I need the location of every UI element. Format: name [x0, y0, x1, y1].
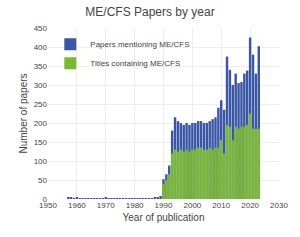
svg-text:1990: 1990 — [155, 201, 173, 210]
svg-text:2000: 2000 — [183, 201, 201, 210]
svg-text:1960: 1960 — [68, 201, 86, 210]
svg-text:2030: 2030 — [270, 201, 288, 210]
svg-text:2020: 2020 — [241, 201, 259, 210]
svg-text:1970: 1970 — [97, 201, 115, 210]
svg-text:Year of publication: Year of publication — [123, 212, 205, 223]
svg-text:0: 0 — [43, 195, 48, 204]
svg-text:Titles containing ME/CFS: Titles containing ME/CFS — [90, 59, 180, 68]
svg-text:150: 150 — [34, 138, 48, 147]
svg-text:200: 200 — [34, 119, 48, 128]
svg-text:1950: 1950 — [39, 201, 57, 210]
svg-text:2010: 2010 — [212, 201, 230, 210]
svg-text:Papers mentioning ME/CFS: Papers mentioning ME/CFS — [90, 40, 189, 49]
svg-text:ME/CFS Papers by year: ME/CFS Papers by year — [85, 5, 214, 19]
svg-text:400: 400 — [34, 43, 48, 52]
svg-text:50: 50 — [38, 176, 47, 185]
svg-text:100: 100 — [34, 157, 48, 166]
svg-text:1980: 1980 — [126, 201, 144, 210]
svg-text:350: 350 — [34, 62, 48, 71]
svg-text:Number of papers: Number of papers — [18, 73, 29, 153]
svg-text:250: 250 — [34, 100, 48, 109]
svg-text:300: 300 — [34, 81, 48, 90]
svg-text:450: 450 — [34, 24, 48, 33]
